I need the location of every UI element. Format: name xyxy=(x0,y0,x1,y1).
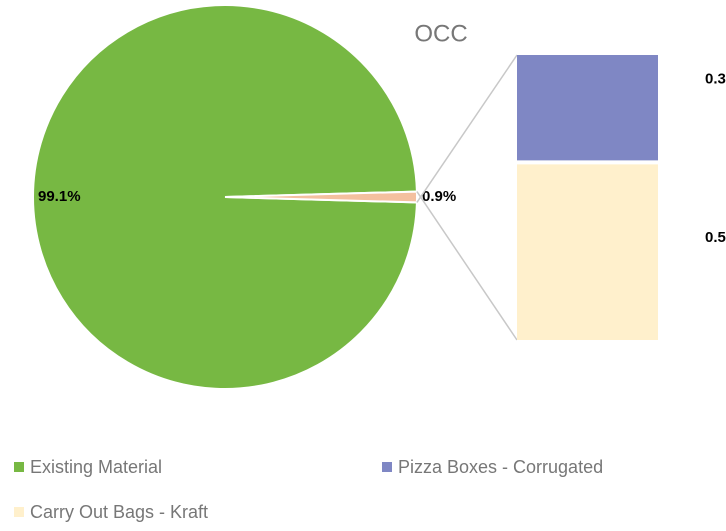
data-label: 99.1% xyxy=(38,188,81,205)
bar-segment xyxy=(517,164,658,340)
connector xyxy=(416,54,518,203)
chart-title: OCC xyxy=(414,20,467,47)
data-label: 0.5% xyxy=(705,229,726,246)
pie-slice xyxy=(32,4,418,390)
legend-swatch xyxy=(14,507,24,517)
legend-label: Existing Material xyxy=(30,457,162,477)
legend-label: Pizza Boxes - Corrugated xyxy=(398,457,603,477)
bar-segment xyxy=(517,55,658,161)
data-label: 0.9% xyxy=(422,188,456,205)
legend-label: Carry Out Bags - Kraft xyxy=(30,502,208,522)
legend-swatch xyxy=(382,462,392,472)
legend-swatch xyxy=(14,462,24,472)
data-label: 0.3% xyxy=(705,71,726,88)
connector xyxy=(416,191,518,341)
